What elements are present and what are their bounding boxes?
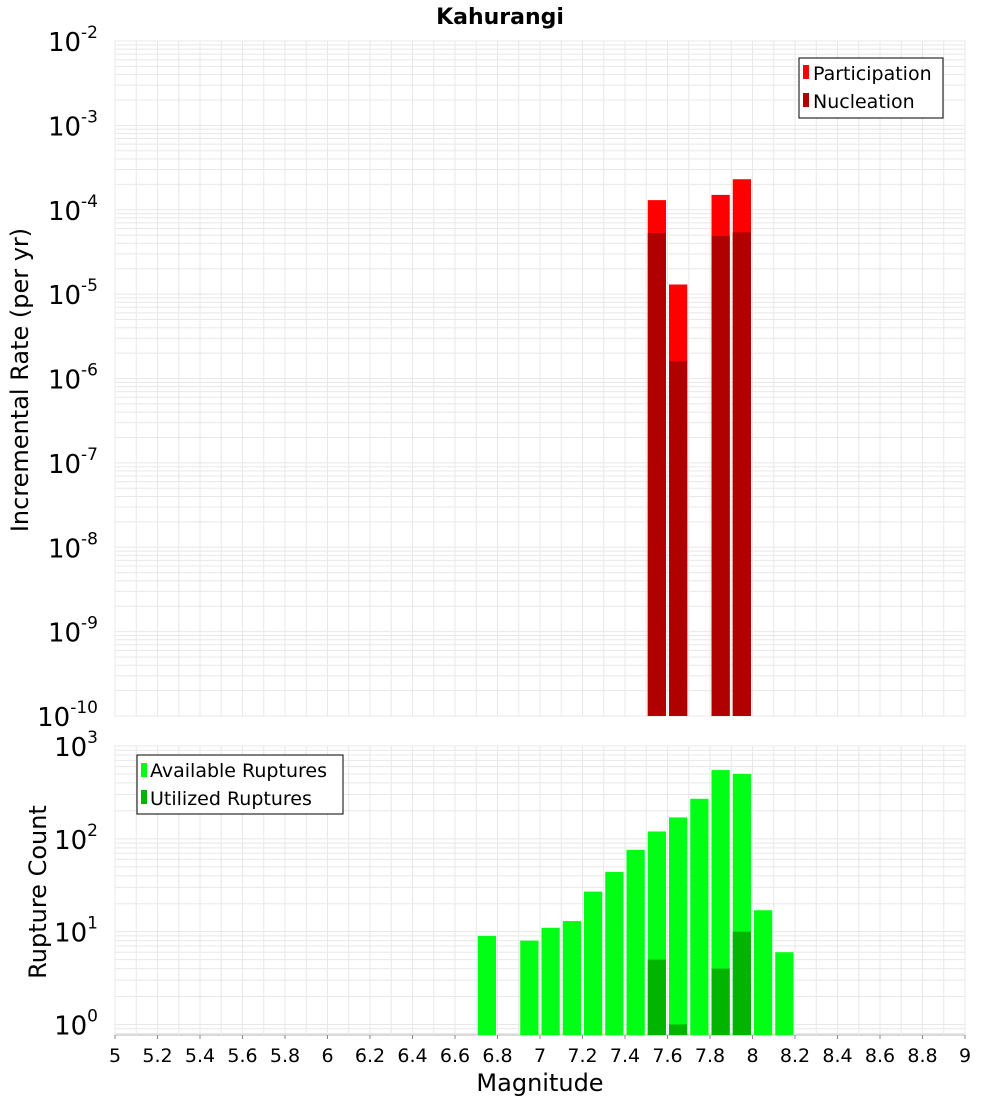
counts-available-ruptures-bar <box>584 891 603 1035</box>
rates-y-axis-label: Incremental Rate (per yr) <box>6 228 34 532</box>
counts-y-axis-label: Rupture Count <box>24 805 52 979</box>
x-tick-label: 6.8 <box>482 1045 512 1067</box>
rates-nucleation-bar <box>732 232 751 716</box>
rates-y-tick-label: 10-2 <box>48 23 98 58</box>
x-tick-label: 8.6 <box>865 1045 895 1067</box>
x-tick-label: 8 <box>746 1045 758 1067</box>
counts-panel: 100 101 102 103 5 5.2 5.4 5.6 5.8 6 6.2 6.4 6.6 6.8 7… <box>24 728 971 1097</box>
participation-legend-swatch <box>803 65 809 79</box>
rates-bars <box>647 179 751 716</box>
counts-utilized-ruptures-bar <box>732 931 751 1035</box>
x-axis-label: Magnitude <box>476 1069 603 1097</box>
counts-utilized-ruptures-bar <box>647 959 666 1035</box>
counts-available-ruptures-bar <box>775 952 794 1035</box>
rates-y-tick-label: 10-3 <box>48 107 98 142</box>
x-tick-label: 6.2 <box>355 1045 385 1067</box>
rates-y-tick-label: 10-7 <box>48 445 98 480</box>
counts-available-ruptures-bar <box>562 921 581 1035</box>
counts-utilized-ruptures-bar <box>711 968 730 1035</box>
counts-bars <box>477 770 794 1035</box>
rates-nucleation-bar <box>711 235 730 716</box>
x-tick-label: 6.6 <box>440 1045 470 1067</box>
counts-available-ruptures-bar <box>541 927 560 1035</box>
counts-x-ticks: 5 5.2 5.4 5.6 5.8 6 6.2 6.4 6.6 6.8 7 7.2 7.4 7.6 7.8 8… <box>109 1035 971 1067</box>
counts-available-ruptures-bar <box>754 910 773 1035</box>
x-tick-label: 5 <box>109 1045 121 1067</box>
x-tick-label: 7.2 <box>567 1045 597 1067</box>
rates-y-tick-label: 10-5 <box>48 276 98 311</box>
utilized-legend-swatch <box>141 790 147 804</box>
x-tick-label: 8.8 <box>907 1045 937 1067</box>
x-tick-label: 8.2 <box>780 1045 810 1067</box>
rates-y-tick-label: 10-9 <box>48 614 98 649</box>
rates-y-ticks: 10-10 10-9 10-8 10-7 10-6 10-5 10-4 10-3 10-2 <box>37 23 98 733</box>
nucleation-legend-label: Nucleation <box>813 91 915 113</box>
counts-legend-box <box>136 754 344 815</box>
x-tick-label: 5.4 <box>185 1045 215 1067</box>
rates-panel: 10-10 10-9 10-8 10-7 10-6 10-5 10-4 10-3 10-2 In… <box>6 23 966 733</box>
available-legend-label: Available Ruptures <box>150 760 327 782</box>
x-tick-label: 6 <box>321 1045 333 1067</box>
counts-y-tick-label: 101 <box>54 914 98 949</box>
rates-grid <box>114 40 966 717</box>
counts-y-tick-label: 102 <box>54 821 98 856</box>
chart-title: Kahurangi <box>436 5 564 30</box>
rates-legend: Participation Nucleation <box>798 57 944 119</box>
participation-legend-label: Participation <box>813 63 932 85</box>
rates-nucleation-bar <box>647 233 666 716</box>
counts-y-tick-label: 100 <box>54 1006 98 1041</box>
counts-available-ruptures-bar <box>690 798 709 1035</box>
rates-y-tick-label: 10-8 <box>48 529 98 564</box>
x-tick-label: 5.6 <box>227 1045 257 1067</box>
counts-y-tick-label: 103 <box>54 728 98 763</box>
counts-utilized-ruptures-bar <box>669 1024 688 1035</box>
counts-available-ruptures-bar <box>626 849 645 1035</box>
rates-nucleation-bar <box>669 361 688 716</box>
rates-y-tick-label: 10-4 <box>48 192 98 227</box>
x-tick-label: 9 <box>959 1045 971 1067</box>
available-legend-swatch <box>141 763 147 777</box>
counts-legend: Available Ruptures Utilized Ruptures <box>136 754 344 815</box>
rates-legend-box <box>798 57 944 119</box>
nucleation-legend-swatch <box>803 93 809 107</box>
x-tick-label: 7.6 <box>652 1045 682 1067</box>
counts-available-ruptures-bar <box>520 940 539 1035</box>
rates-y-tick-label: 10-6 <box>48 361 98 396</box>
counts-available-ruptures-bar <box>605 871 624 1035</box>
counts-available-ruptures-bar <box>477 935 496 1035</box>
rates-y-tick-label: 10-10 <box>37 698 98 733</box>
utilized-legend-label: Utilized Ruptures <box>150 788 312 810</box>
counts-y-ticks: 100 101 102 103 <box>54 728 98 1041</box>
x-tick-label: 6.4 <box>397 1045 427 1067</box>
x-tick-label: 7.4 <box>610 1045 640 1067</box>
x-tick-label: 5.2 <box>142 1045 172 1067</box>
counts-available-ruptures-bar <box>669 817 688 1035</box>
x-tick-label: 8.4 <box>822 1045 852 1067</box>
x-tick-label: 5.8 <box>270 1045 300 1067</box>
x-tick-label: 7.8 <box>695 1045 725 1067</box>
x-tick-label: 7 <box>534 1045 546 1067</box>
